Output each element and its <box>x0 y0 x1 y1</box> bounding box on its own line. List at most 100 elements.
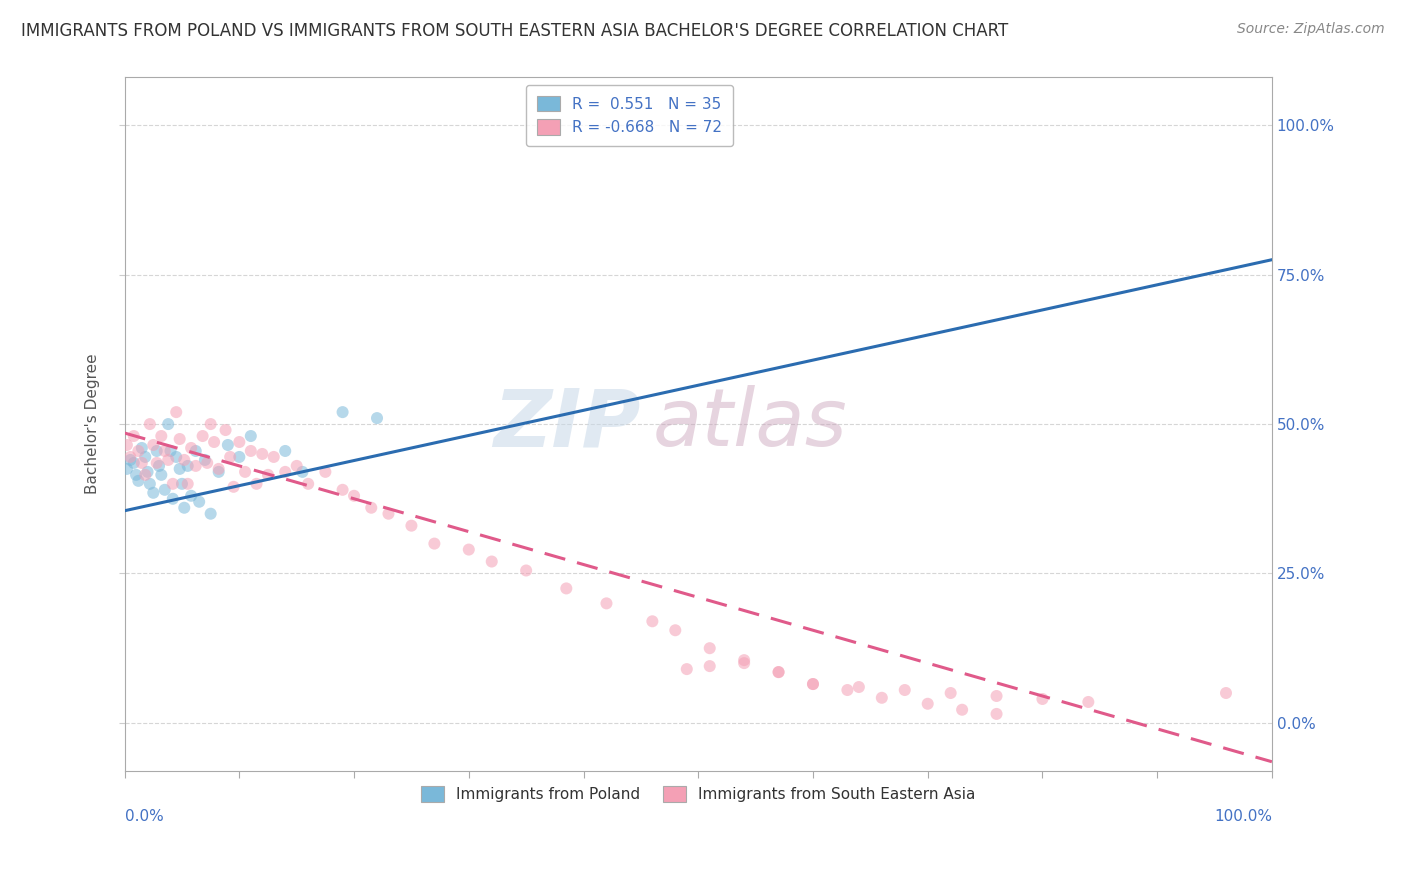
Point <box>1077 695 1099 709</box>
Point <box>332 483 354 497</box>
Point <box>188 495 211 509</box>
Point <box>377 507 399 521</box>
Point <box>664 624 686 638</box>
Text: ZIP: ZIP <box>494 385 641 463</box>
Point <box>173 453 195 467</box>
Point <box>343 489 366 503</box>
Point <box>360 500 382 515</box>
Point <box>180 441 202 455</box>
Point <box>801 677 824 691</box>
Point <box>733 656 755 670</box>
Point <box>1215 686 1237 700</box>
Point <box>200 417 222 431</box>
Point <box>214 423 236 437</box>
Point <box>1031 692 1053 706</box>
Text: Source: ZipAtlas.com: Source: ZipAtlas.com <box>1237 22 1385 37</box>
Point <box>142 438 165 452</box>
Point <box>169 432 191 446</box>
Point <box>184 458 207 473</box>
Point <box>222 480 245 494</box>
Point <box>314 465 336 479</box>
Point <box>202 435 225 450</box>
Legend: Immigrants from Poland, Immigrants from South Eastern Asia: Immigrants from Poland, Immigrants from … <box>412 777 984 812</box>
Point <box>173 500 195 515</box>
Point <box>125 467 148 482</box>
Point <box>285 458 308 473</box>
Point <box>177 476 200 491</box>
Point <box>481 555 503 569</box>
Point <box>263 450 285 464</box>
Y-axis label: Bachelor's Degree: Bachelor's Degree <box>86 354 100 494</box>
Point <box>120 453 142 467</box>
Point <box>245 476 267 491</box>
Point <box>170 476 193 491</box>
Point <box>177 458 200 473</box>
Point <box>134 467 156 482</box>
Point <box>257 467 280 482</box>
Point <box>274 465 297 479</box>
Point <box>184 444 207 458</box>
Point <box>153 444 176 458</box>
Point <box>150 467 173 482</box>
Point <box>837 683 859 698</box>
Point <box>555 582 578 596</box>
Point <box>768 665 790 679</box>
Point <box>180 489 202 503</box>
Point <box>939 686 962 700</box>
Point <box>208 462 231 476</box>
Point <box>148 458 170 473</box>
Point <box>332 405 354 419</box>
Point <box>145 456 167 470</box>
Text: atlas: atlas <box>652 385 846 463</box>
Point <box>228 435 250 450</box>
Point <box>239 429 262 443</box>
Point <box>139 476 162 491</box>
Point <box>122 429 145 443</box>
Point <box>252 447 274 461</box>
Point <box>297 476 319 491</box>
Point <box>142 485 165 500</box>
Point <box>200 507 222 521</box>
Point <box>423 536 446 550</box>
Point <box>217 438 239 452</box>
Point <box>699 641 721 656</box>
Point <box>120 450 142 464</box>
Point <box>165 450 187 464</box>
Point <box>145 444 167 458</box>
Point <box>641 615 664 629</box>
Point <box>768 665 790 679</box>
Point <box>401 518 423 533</box>
Point <box>366 411 388 425</box>
Point <box>986 689 1008 703</box>
Point <box>159 444 181 458</box>
Point <box>986 706 1008 721</box>
Point <box>239 444 262 458</box>
Point <box>195 456 218 470</box>
Point <box>157 453 180 467</box>
Point <box>115 438 138 452</box>
Point <box>153 483 176 497</box>
Point <box>122 456 145 470</box>
Point <box>291 465 314 479</box>
Point <box>950 703 973 717</box>
Point <box>169 462 191 476</box>
Point <box>115 462 138 476</box>
Point <box>162 476 184 491</box>
Point <box>595 596 617 610</box>
Text: IMMIGRANTS FROM POLAND VS IMMIGRANTS FROM SOUTH EASTERN ASIA BACHELOR'S DEGREE C: IMMIGRANTS FROM POLAND VS IMMIGRANTS FRO… <box>21 22 1008 40</box>
Point <box>191 429 214 443</box>
Point <box>162 491 184 506</box>
Point <box>134 450 156 464</box>
Point <box>208 465 231 479</box>
Text: 0.0%: 0.0% <box>125 809 163 824</box>
Text: 100.0%: 100.0% <box>1213 809 1272 824</box>
Point <box>457 542 479 557</box>
Point <box>131 456 153 470</box>
Point <box>127 474 149 488</box>
Point <box>870 690 893 705</box>
Point <box>233 465 256 479</box>
Point <box>801 677 824 691</box>
Point <box>699 659 721 673</box>
Point <box>150 429 173 443</box>
Point <box>127 444 149 458</box>
